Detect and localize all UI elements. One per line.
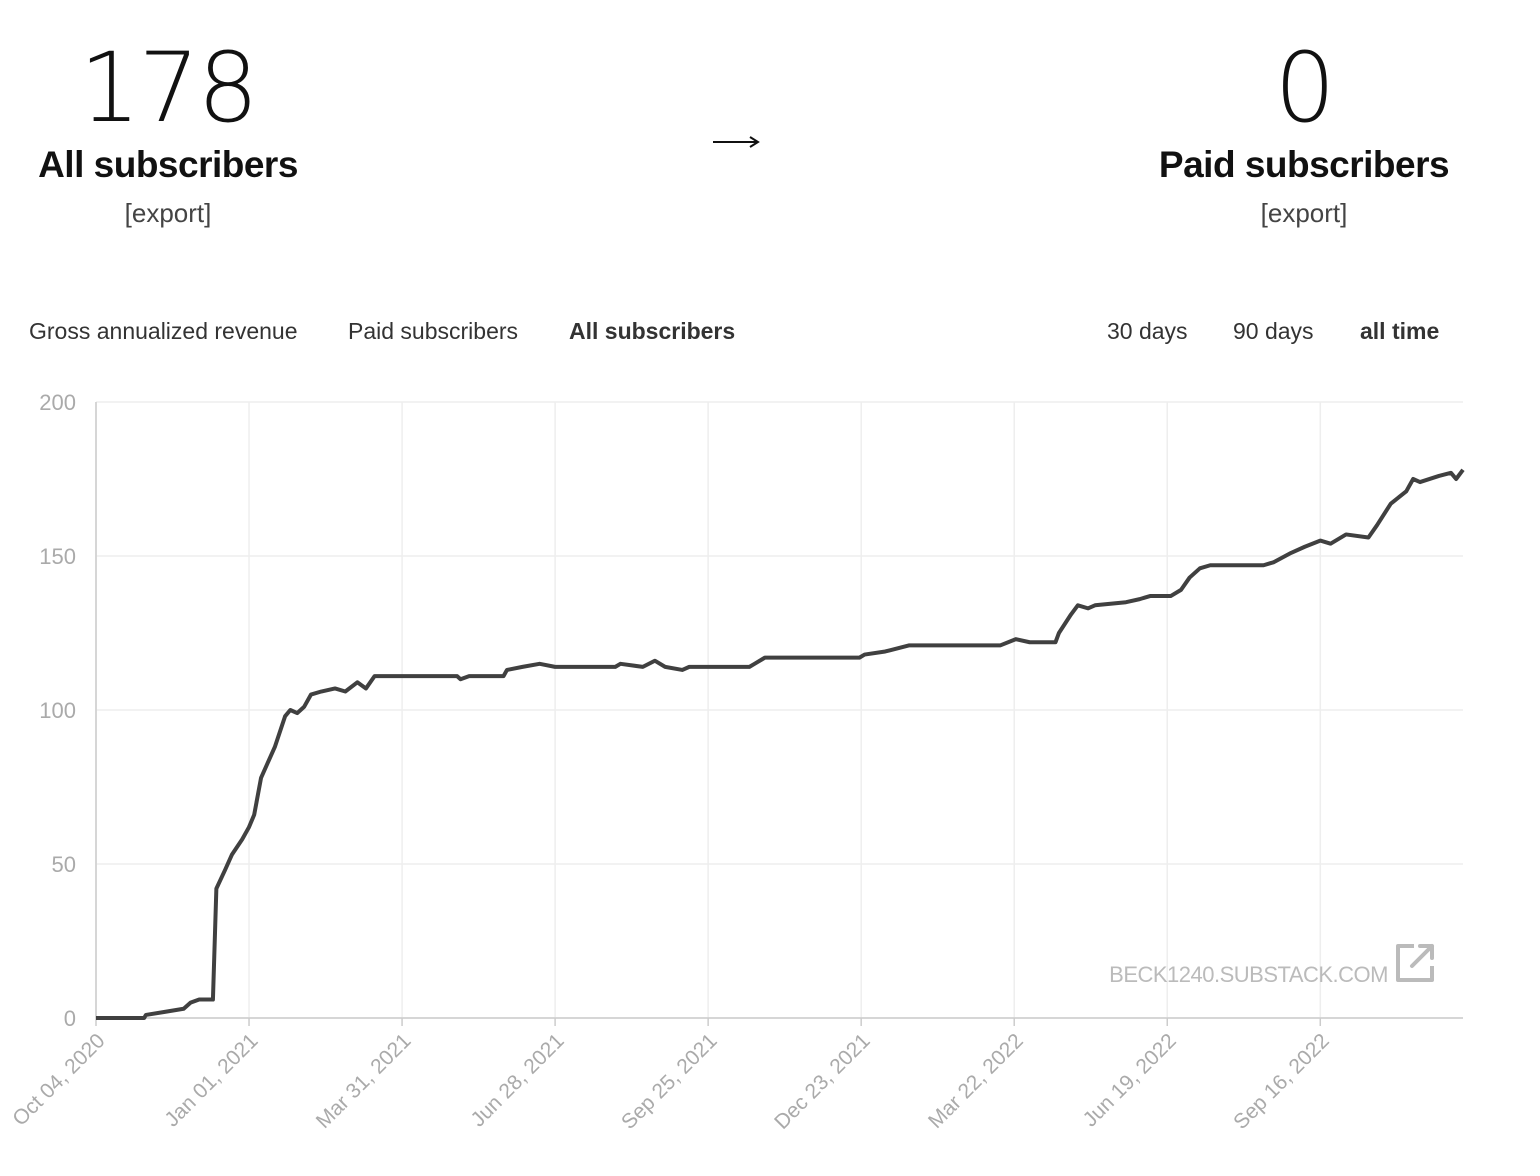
tab[interactable]: Gross annualized revenue: [29, 318, 298, 344]
x-tick-label: Oct 04, 2020: [8, 1029, 109, 1130]
tab[interactable]: All subscribers: [569, 318, 736, 344]
stat-label: All subscribers: [38, 144, 298, 185]
export-link[interactable]: [export]: [1260, 198, 1348, 228]
range-option[interactable]: 90 days: [1233, 318, 1314, 344]
export-link[interactable]: [export]: [124, 198, 212, 228]
arrow-icon: [713, 136, 760, 148]
chart: 0 50 100 150 200 Oct 04, 2020 Jan 01, 2021 Mar …: [8, 390, 1465, 1134]
y-tick-label: 200: [39, 390, 76, 415]
stat-block: 178 All subscribers [export]: [0, 38, 338, 229]
range-option[interactable]: 30 days: [1107, 318, 1188, 344]
stat-value: 0: [1274, 32, 1335, 144]
x-tick-label: Jun 28, 2021: [467, 1029, 569, 1131]
tab[interactable]: Paid subscribers: [348, 318, 519, 344]
stat-label: Paid subscribers: [1158, 144, 1450, 185]
watermark: BECK1240.SUBSTACK.COM: [1109, 962, 1388, 987]
x-tick-label: Sep 16, 2022: [1229, 1029, 1334, 1134]
range-option[interactable]: all time: [1360, 318, 1440, 344]
y-tick-label: 50: [52, 852, 76, 877]
data-line: [96, 468, 1465, 1020]
x-tick-label: Dec 23, 2021: [770, 1029, 875, 1134]
stat-value: 178: [79, 32, 258, 144]
y-tick-label: 100: [39, 698, 76, 723]
x-tick-label: Mar 31, 2021: [312, 1029, 416, 1133]
y-tick-label: 0: [64, 1006, 76, 1031]
y-tick-label: 150: [39, 544, 76, 569]
x-tick-label: Jun 19, 2022: [1079, 1029, 1181, 1131]
x-tick-label: Sep 25, 2021: [617, 1029, 722, 1134]
stat-block: 0 Paid subscribers [export]: [1134, 38, 1474, 229]
x-tick-label: Mar 22, 2022: [924, 1029, 1028, 1133]
x-tick-label: Jan 01, 2021: [160, 1029, 262, 1131]
external-link-icon: [1396, 944, 1434, 982]
